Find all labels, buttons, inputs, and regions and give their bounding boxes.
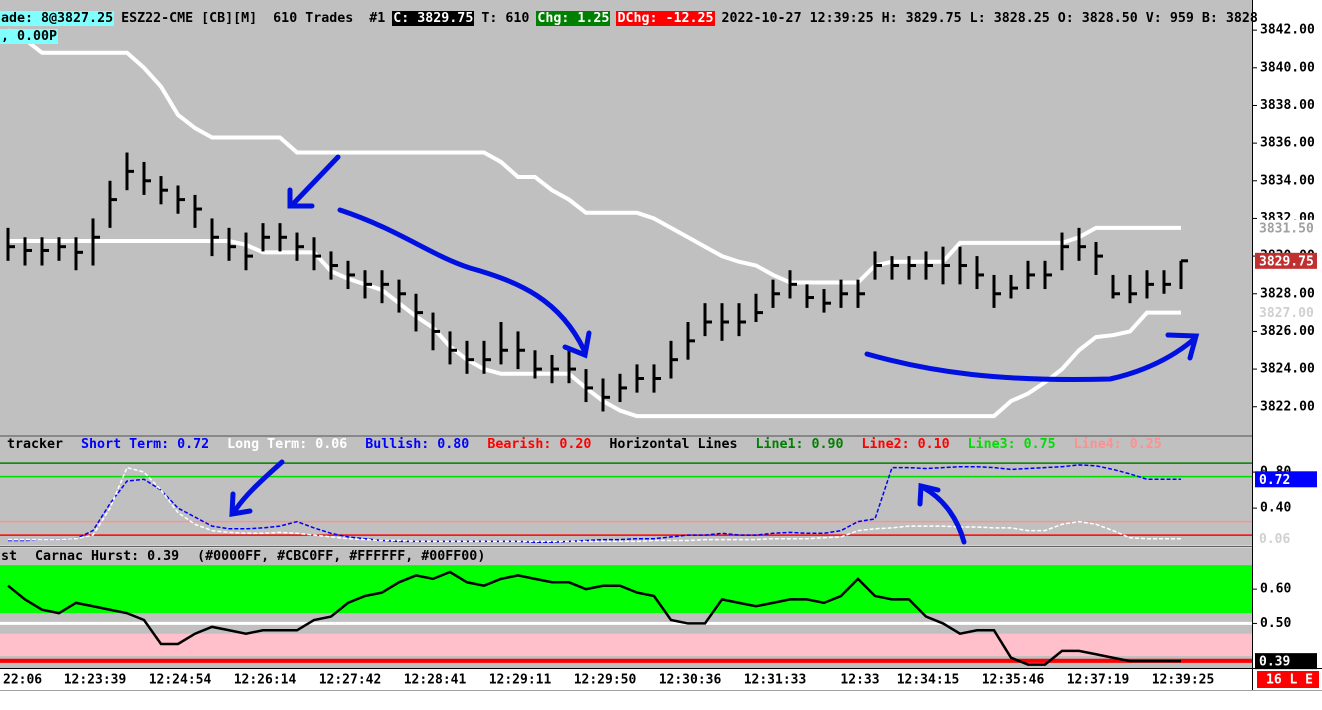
- annotation-arrow: [337, 207, 587, 353]
- header-item: Chg: 1.25: [536, 11, 611, 26]
- x-tick-label: 12:29:50: [574, 673, 637, 688]
- value-marker-label: 0.39: [1259, 655, 1290, 670]
- annotation-arrow: [231, 459, 285, 515]
- value-marker: [1255, 304, 1317, 321]
- x-tick-label: 12:37:19: [1067, 673, 1130, 688]
- x-tick-label: 12:34:15: [897, 673, 960, 688]
- header-line: ade: 8@3827.25 ESZ22-CME [CB][M] 610 Trad…: [0, 11, 1265, 27]
- series-line: [7, 570, 1181, 666]
- value-marker-label: 3829.75: [1259, 254, 1314, 269]
- annotation-arrow: [921, 485, 967, 545]
- value-marker: [1255, 530, 1317, 547]
- y-tick-label: 3822.00: [1260, 399, 1315, 414]
- y-tick-label: 3836.00: [1260, 136, 1315, 151]
- value-marker-label: 0.06: [1259, 532, 1290, 547]
- value-marker: [1255, 653, 1317, 670]
- legend-item: st: [1, 549, 18, 564]
- value-marker-label: 0.72: [1259, 473, 1290, 488]
- status-box: [1257, 671, 1319, 688]
- y-tick-label: 0.40: [1260, 501, 1291, 516]
- value-marker-label: 3827.00: [1259, 306, 1314, 321]
- x-tick-label: 12:30:36: [659, 673, 722, 688]
- level-band: [0, 633, 1252, 656]
- legend-item: (#0000FF, #CBC0FF, #FFFFFF, #00FF00): [197, 549, 486, 564]
- x-tick-label: 12:31:33: [744, 673, 807, 688]
- x-tick-label: 12:33: [840, 673, 879, 688]
- annotation-arrow-head: [917, 482, 941, 507]
- x-tick-label: 12:26:14: [234, 673, 297, 688]
- x-tick-label: 12:24:54: [149, 673, 212, 688]
- annotations: [229, 154, 1200, 545]
- tracker-plot: [0, 462, 1252, 544]
- header-item: ade: 8@3827.25: [0, 11, 115, 26]
- x-tick-label: 12:23:39: [64, 673, 127, 688]
- y-tick-label: 0.60: [1260, 582, 1291, 597]
- legend-item: tracker: [7, 437, 64, 452]
- header-item: C: 3829.75: [392, 11, 475, 26]
- legend-item: Line2: 0.10: [861, 437, 950, 452]
- legend-item: Long Term: 0.06: [227, 437, 348, 452]
- price-pane: [0, 0, 1252, 435]
- legend-item: Line3: 0.75: [967, 437, 1056, 452]
- annotation-arrow: [864, 337, 1196, 383]
- series-line: [8, 464, 1181, 544]
- legend-item: Carnac Hurst: 0.39: [35, 549, 180, 564]
- header-line: , 0.00P: [0, 29, 64, 45]
- tracker-pane: [0, 437, 1252, 545]
- header-item: DChg: -12.25: [616, 11, 715, 26]
- level-band: [0, 658, 1252, 663]
- y-tick-label: 3824.00: [1260, 362, 1315, 377]
- price-plot: [6, 28, 1188, 419]
- y-tick-label: 3834.00: [1260, 173, 1315, 188]
- annotation-arrow-head: [1165, 332, 1200, 361]
- annotation-arrow-head: [562, 330, 592, 359]
- band-line: [8, 239, 1181, 419]
- y-tick-label: 3838.00: [1260, 98, 1315, 113]
- header-item: ESZ22-CME [CB][M] 610 Trades #1: [121, 11, 386, 26]
- value-marker: [1255, 471, 1317, 488]
- x-tick-label: 22:06: [3, 673, 42, 688]
- annotation-arrow-head: [229, 491, 253, 517]
- legend-item: Bullish: 0.80: [365, 437, 470, 452]
- band-line: [7, 28, 1181, 285]
- header-item: 2022-10-27 12:39:25 H: 3829.75 L: 3828.2…: [721, 11, 1258, 26]
- legend-item: Bearish: 0.20: [487, 437, 592, 452]
- legend-item: Line4: 0.25: [1073, 437, 1162, 452]
- y-tick-label: 3826.00: [1260, 324, 1315, 339]
- header-item: , 0.00P: [0, 29, 59, 44]
- legend-item: Line1: 0.90: [755, 437, 844, 452]
- y-tick-label: 3828.00: [1260, 286, 1315, 301]
- y-tick-label: 3842.00: [1260, 23, 1315, 38]
- x-tick-label: 12:35:46: [982, 673, 1045, 688]
- legend-item: Short Term: 0.72: [81, 437, 210, 452]
- y-tick-label: 3840.00: [1260, 60, 1315, 75]
- axes: 22:06 12:23:39 12:24:54 12:26:14 12:27:42 12:…: [3, 23, 1319, 688]
- legend-item: Horizontal Lines: [609, 437, 738, 452]
- x-tick-label: 12:29:11: [489, 673, 552, 688]
- x-tick-label: 12:28:41: [404, 673, 467, 688]
- x-tick-label: 12:27:42: [319, 673, 382, 688]
- value-marker: [1255, 219, 1317, 236]
- y-tick-label: 0.50: [1260, 616, 1291, 631]
- hurst-plot: [0, 565, 1252, 666]
- hurst-legend: st Carnac Hurst: 0.39 (#0000FF, #CBC0FF, #…: [0, 549, 502, 565]
- x-tick-label: 12:39:25: [1152, 673, 1215, 688]
- status-text: 16 L E: [1266, 673, 1313, 688]
- value-marker-label: 3831.50: [1259, 221, 1314, 236]
- series-line: [8, 466, 1181, 543]
- tracker-legend: tracker Short Term: 0.72 Long Term: 0.06 Bu…: [6, 437, 1179, 453]
- value-marker: [1255, 252, 1317, 269]
- annotation-arrow-head: [287, 187, 315, 209]
- header-item: T: 610: [481, 11, 530, 26]
- annotation-arrow: [291, 154, 341, 206]
